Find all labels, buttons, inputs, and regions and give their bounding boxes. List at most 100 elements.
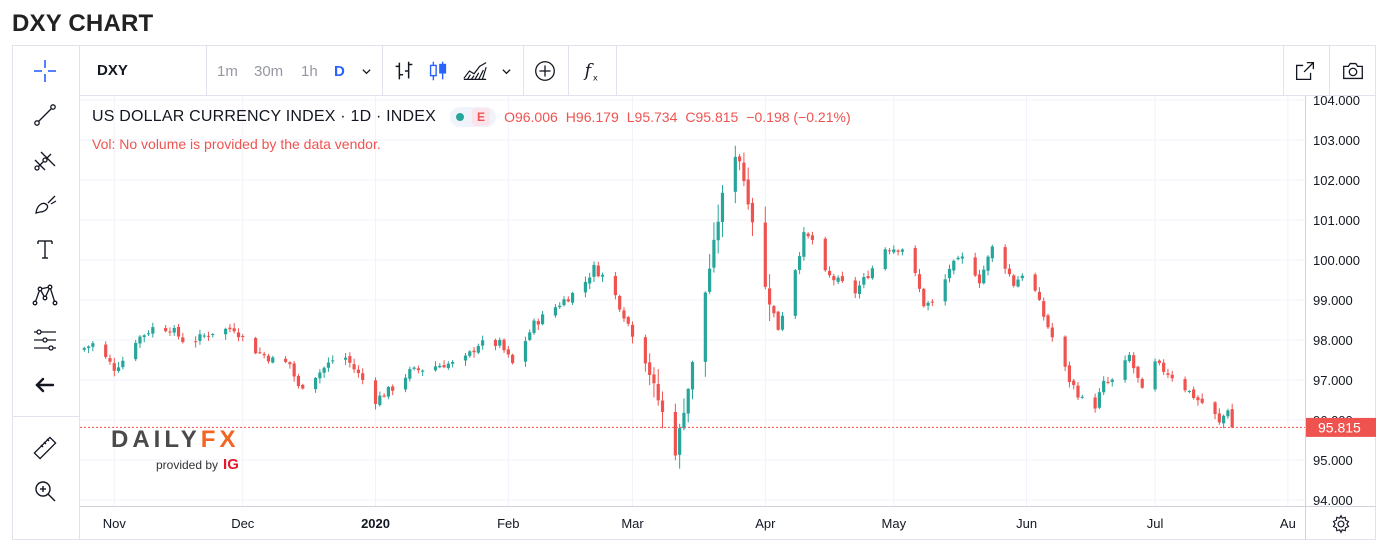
candle xyxy=(840,271,845,283)
time-tick-label: Apr xyxy=(755,516,776,531)
candle xyxy=(682,398,686,431)
candle xyxy=(421,369,425,377)
time-tick-label: Jun xyxy=(1016,516,1037,531)
candle xyxy=(793,268,797,319)
candle xyxy=(528,329,532,342)
interval-dropdown[interactable] xyxy=(358,56,374,86)
settings-icon[interactable] xyxy=(1305,506,1376,540)
candle xyxy=(776,310,780,331)
chart-legend: US DOLLAR CURRENCY INDEX · 1D · INDEX E … xyxy=(92,106,851,128)
time-scale[interactable]: Nov Dec 2020 Feb Mar Apr May Jun Jul Au xyxy=(80,506,1305,540)
candle xyxy=(767,274,772,321)
candle xyxy=(712,222,716,273)
candle xyxy=(142,334,146,343)
candle xyxy=(810,231,815,245)
candle xyxy=(600,272,605,282)
page-title: DXY CHART xyxy=(12,10,154,37)
zoom-in-icon[interactable] xyxy=(28,474,62,508)
candle xyxy=(952,259,956,275)
candle xyxy=(1217,408,1221,425)
candle xyxy=(232,323,236,334)
candle xyxy=(750,197,755,237)
candle xyxy=(301,383,305,390)
candle xyxy=(318,369,322,384)
trend-line-icon[interactable] xyxy=(28,98,62,132)
area-style-icon[interactable] xyxy=(460,56,490,86)
candle xyxy=(224,327,228,340)
price-tick-label: 98.000 xyxy=(1313,333,1353,348)
candle xyxy=(198,329,202,345)
candle xyxy=(403,374,408,393)
candle xyxy=(703,291,707,377)
brush-icon[interactable] xyxy=(28,188,62,222)
interval-30m[interactable]: 30m xyxy=(254,63,284,80)
pitchfork-icon[interactable] xyxy=(28,143,62,177)
candle xyxy=(116,361,121,373)
candle xyxy=(138,335,142,348)
time-tick-label: Au xyxy=(1280,516,1296,531)
interval-1m[interactable]: 1m xyxy=(217,63,238,80)
candle xyxy=(391,384,395,396)
candle xyxy=(172,325,176,336)
candle xyxy=(1140,377,1144,389)
chart-pane[interactable] xyxy=(80,96,1305,506)
candlestick-plot[interactable] xyxy=(80,96,1305,506)
camera-icon[interactable] xyxy=(1338,56,1368,86)
symbol-search[interactable]: DXY xyxy=(80,46,207,95)
chart-style-dropdown[interactable] xyxy=(498,56,514,86)
candle xyxy=(943,274,947,306)
candle xyxy=(1102,376,1106,396)
candle xyxy=(1200,393,1204,405)
candle xyxy=(690,360,695,400)
candle xyxy=(1132,352,1136,374)
candle xyxy=(236,328,241,342)
candle xyxy=(1222,414,1226,429)
candle xyxy=(1106,377,1110,385)
ruler-icon[interactable] xyxy=(28,431,62,465)
bar-style-icon[interactable] xyxy=(390,56,418,86)
candle xyxy=(108,354,112,365)
candle xyxy=(990,244,994,262)
interval-d[interactable]: D xyxy=(334,63,345,80)
candle xyxy=(506,346,510,358)
candle xyxy=(356,365,361,378)
chevron-down-icon xyxy=(361,68,371,74)
pattern-icon[interactable] xyxy=(28,278,62,312)
candle xyxy=(146,330,151,337)
text-icon[interactable] xyxy=(28,232,62,266)
price-scale[interactable]: 94.00095.00096.00097.00098.00099.000100.… xyxy=(1305,93,1376,508)
candle xyxy=(451,360,455,368)
time-tick-label: Dec xyxy=(231,516,255,531)
candle xyxy=(1012,274,1016,288)
candle xyxy=(1063,335,1067,372)
legend-status[interactable]: E xyxy=(450,107,497,127)
candle xyxy=(468,350,472,358)
candle xyxy=(1153,358,1157,392)
interval-1h[interactable]: 1h xyxy=(301,63,318,80)
candle xyxy=(176,323,181,340)
add-indicator-icon[interactable] xyxy=(530,56,560,86)
candle xyxy=(1157,359,1161,366)
candle xyxy=(797,251,802,275)
price-tick-label: 99.000 xyxy=(1313,293,1353,308)
crosshair-icon[interactable] xyxy=(28,54,62,88)
provided-by: provided by IG xyxy=(156,456,239,473)
back-arrow-icon[interactable] xyxy=(28,368,62,402)
candle xyxy=(583,276,588,298)
candle xyxy=(438,363,442,369)
candle xyxy=(622,307,626,322)
toolbar-separator xyxy=(13,416,79,417)
candle xyxy=(412,366,416,371)
candle xyxy=(832,273,836,286)
candle xyxy=(352,358,356,373)
candle xyxy=(446,361,450,370)
candle xyxy=(151,322,155,338)
position-icon[interactable] xyxy=(28,323,62,357)
candle xyxy=(660,391,665,429)
candle xyxy=(746,167,750,210)
candle-style-icon[interactable] xyxy=(424,56,452,86)
candle xyxy=(134,339,138,362)
popout-icon[interactable] xyxy=(1290,56,1320,86)
